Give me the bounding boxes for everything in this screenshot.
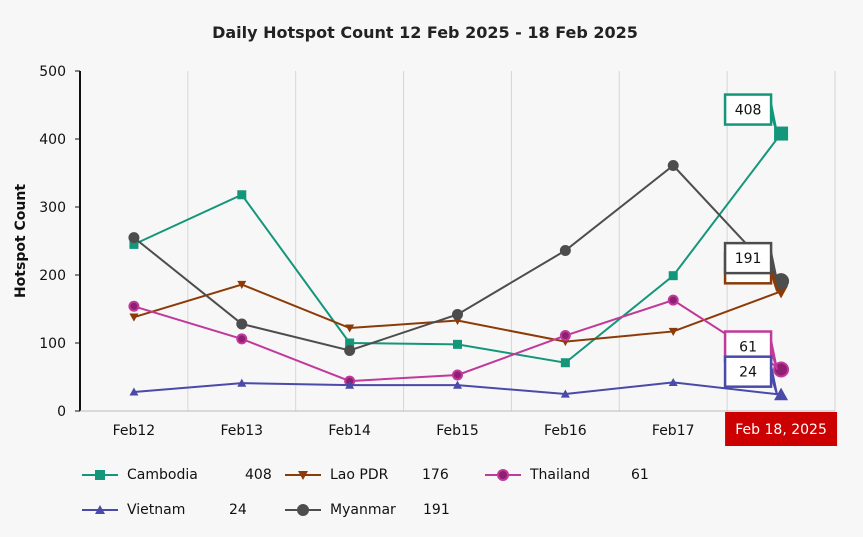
- y-tick-label: 100: [39, 336, 66, 352]
- data-point: [128, 300, 140, 312]
- series-layer: [128, 126, 790, 401]
- legend-marker: [297, 504, 309, 516]
- data-point: [345, 338, 355, 348]
- data-point: [236, 318, 248, 330]
- legend-value: 191: [423, 502, 450, 518]
- legend-value: 408: [245, 467, 272, 483]
- y-tick-label: 500: [39, 64, 66, 80]
- callout-pointer: [770, 103, 779, 134]
- callout-pointer: [770, 251, 779, 282]
- data-point: [560, 358, 570, 368]
- legend-name: Vietnam: [127, 502, 186, 518]
- data-point: [559, 245, 571, 257]
- value-callouts: 4081766124191: [723, 93, 779, 395]
- legend-item: Vietnam 24: [82, 502, 247, 518]
- data-point: [667, 294, 679, 306]
- legend-value: 24: [229, 502, 247, 518]
- callout-vietnam: 24: [723, 355, 779, 395]
- series-vietnam: [129, 377, 789, 401]
- legend-marker-icon: [82, 505, 118, 514]
- y-tick-label: 0: [57, 404, 66, 420]
- legend-marker-icon: [82, 470, 118, 480]
- series-myanmar: [128, 160, 790, 356]
- grid-lines: [187, 71, 836, 411]
- data-point: [237, 378, 247, 387]
- legend-item: Lao PDR 176: [285, 467, 449, 483]
- axes: 0 100 200 300 400 500 Feb12 Feb13 Feb14 Feb15 Feb1…: [39, 64, 838, 446]
- legend-marker: [497, 469, 509, 481]
- callout-cambodia: 408: [723, 93, 779, 134]
- callout-box: [723, 93, 773, 126]
- callout-value: 61: [739, 340, 757, 356]
- data-point: [560, 389, 570, 398]
- callout-value: 24: [739, 365, 757, 381]
- data-point: [345, 380, 355, 389]
- data-point: [452, 308, 463, 320]
- current-date-badge: [725, 412, 838, 446]
- x-tick-label: Feb13: [220, 423, 263, 439]
- legend-name: Thailand: [530, 467, 591, 483]
- y-tick-label: 400: [39, 132, 66, 148]
- callout-myanmar: 191: [723, 241, 779, 282]
- y-axis-label: Hotspot Count: [13, 184, 29, 298]
- x-tick-label: Feb14: [328, 423, 371, 439]
- chart-title: Daily Hotspot Count 12 Feb 2025 - 18 Feb…: [212, 23, 638, 42]
- callout-pointer: [770, 340, 779, 370]
- callout-value: 408: [735, 103, 762, 119]
- legend-marker: [298, 471, 308, 480]
- legend-marker-icon: [485, 469, 521, 481]
- data-point: [344, 344, 356, 356]
- callout-value: 191: [735, 251, 762, 267]
- data-point: [129, 387, 139, 396]
- legend-marker-icon: [285, 504, 321, 516]
- legend-name: Cambodia: [127, 467, 198, 483]
- data-point: [452, 369, 463, 381]
- legend-item: Thailand 61: [485, 467, 649, 483]
- legend-marker: [95, 470, 105, 480]
- data-point: [128, 232, 140, 244]
- legend-marker-icon: [285, 471, 321, 480]
- data-point: [667, 160, 679, 172]
- data-point: [129, 239, 139, 249]
- legend-name: Lao PDR: [330, 467, 389, 483]
- x-tick-label: Feb16: [544, 423, 587, 439]
- x-tick-label: Feb17: [652, 423, 695, 439]
- x-tick-label: Feb12: [113, 423, 156, 439]
- data-point: [668, 327, 678, 336]
- data-point: [774, 126, 789, 141]
- callout-box: [723, 241, 773, 275]
- callout-pointer: [770, 365, 779, 395]
- legend-value: 176: [422, 467, 449, 483]
- legend-name: Myanmar: [330, 502, 396, 518]
- legend-marker: [95, 505, 105, 514]
- data-point: [345, 324, 355, 333]
- y-tick-label: 300: [39, 200, 66, 216]
- legend-item: Myanmar 191: [285, 502, 450, 518]
- x-tick-label: Feb15: [436, 423, 479, 439]
- series-thailand: [128, 294, 790, 387]
- data-point: [773, 361, 790, 378]
- legend-item: Cambodia 408: [82, 467, 272, 483]
- series-cambodia: [129, 126, 789, 368]
- data-point: [559, 330, 571, 342]
- data-point: [237, 280, 247, 290]
- data-point: [774, 387, 789, 401]
- data-point: [668, 377, 678, 387]
- callout-box: [723, 355, 773, 388]
- data-point: [237, 190, 247, 200]
- x-tick-label: Feb 18, 2025: [735, 422, 827, 438]
- data-point: [453, 380, 462, 389]
- data-point: [453, 339, 462, 349]
- y-tick-label: 200: [39, 268, 66, 284]
- data-point: [668, 271, 678, 281]
- data-point: [236, 333, 248, 345]
- data-point: [129, 313, 139, 322]
- legend-value: 61: [631, 467, 649, 483]
